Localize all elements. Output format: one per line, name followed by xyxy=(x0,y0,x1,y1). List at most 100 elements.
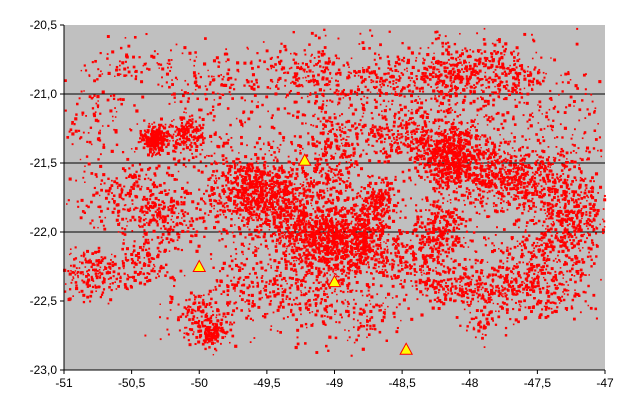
data-point xyxy=(543,242,545,244)
data-point xyxy=(545,218,547,220)
data-point xyxy=(327,264,331,268)
data-point xyxy=(314,223,317,226)
data-point xyxy=(335,230,338,233)
data-point xyxy=(331,168,334,170)
data-point xyxy=(486,175,489,179)
data-point xyxy=(264,218,268,221)
data-point xyxy=(448,194,450,196)
data-point xyxy=(524,174,527,177)
data-point xyxy=(509,247,512,250)
data-point xyxy=(171,136,174,139)
data-point xyxy=(343,248,347,251)
data-point xyxy=(316,216,319,220)
data-point xyxy=(282,200,286,204)
data-point xyxy=(371,195,374,198)
data-point xyxy=(145,142,149,146)
data-point xyxy=(384,190,387,194)
data-point xyxy=(540,271,544,275)
data-point xyxy=(380,209,383,211)
data-point xyxy=(251,205,253,207)
data-point xyxy=(367,211,369,213)
data-point xyxy=(310,123,312,126)
data-point xyxy=(519,183,523,186)
data-point xyxy=(272,165,275,168)
data-point xyxy=(510,236,514,240)
data-point xyxy=(520,190,524,194)
data-point xyxy=(326,163,329,166)
data-point xyxy=(376,205,380,209)
data-point xyxy=(469,163,472,166)
data-point xyxy=(452,138,456,141)
data-point xyxy=(438,167,441,170)
data-point xyxy=(469,129,471,132)
data-point xyxy=(405,120,408,124)
data-point xyxy=(542,194,545,198)
data-point xyxy=(357,192,360,195)
data-point xyxy=(410,156,413,158)
data-point xyxy=(603,198,607,202)
data-point xyxy=(375,194,378,197)
data-point xyxy=(523,155,525,157)
data-point xyxy=(349,89,353,93)
data-point xyxy=(456,134,459,137)
data-point xyxy=(157,141,159,144)
data-point xyxy=(339,242,342,245)
data-point xyxy=(295,188,298,192)
data-point xyxy=(270,190,274,194)
data-point xyxy=(400,122,402,124)
data-point xyxy=(250,162,254,166)
data-point xyxy=(429,156,433,160)
data-point xyxy=(304,205,306,208)
data-point xyxy=(278,187,282,191)
data-point xyxy=(327,198,330,200)
data-point xyxy=(254,188,257,192)
data-point xyxy=(525,238,529,242)
data-point xyxy=(311,137,315,141)
data-point xyxy=(521,162,525,166)
data-point xyxy=(235,188,237,191)
data-point xyxy=(326,146,329,149)
data-point xyxy=(341,220,344,223)
data-point xyxy=(253,146,256,149)
data-point xyxy=(338,222,341,226)
data-point xyxy=(337,173,340,176)
data-point xyxy=(363,250,366,253)
data-point xyxy=(345,166,349,170)
data-point xyxy=(260,209,264,213)
data-point xyxy=(314,258,317,261)
data-point xyxy=(371,205,373,207)
data-point xyxy=(154,126,156,128)
data-point xyxy=(552,180,555,184)
data-point xyxy=(178,143,182,146)
data-point xyxy=(524,229,527,231)
data-point xyxy=(565,219,568,222)
data-point xyxy=(533,253,536,256)
data-point xyxy=(569,239,572,242)
data-point xyxy=(302,240,306,244)
data-point xyxy=(378,125,382,129)
data-point xyxy=(587,246,591,250)
data-point xyxy=(549,227,553,231)
data-point xyxy=(430,145,433,147)
data-point xyxy=(578,247,580,250)
data-point xyxy=(503,195,506,198)
data-point xyxy=(400,133,403,136)
data-point xyxy=(449,167,452,170)
data-point xyxy=(580,197,584,200)
data-point xyxy=(250,213,254,217)
data-point xyxy=(325,237,328,240)
data-point xyxy=(554,228,558,232)
data-point xyxy=(361,231,364,235)
data-point xyxy=(492,148,496,152)
data-point xyxy=(521,203,524,206)
data-point xyxy=(599,223,601,226)
data-point xyxy=(570,242,574,246)
data-point xyxy=(248,228,251,231)
data-point xyxy=(580,172,583,175)
data-point xyxy=(320,259,324,263)
data-point xyxy=(319,215,321,218)
data-point xyxy=(285,186,288,190)
data-point xyxy=(492,175,495,179)
data-point xyxy=(470,126,473,129)
data-point xyxy=(349,229,353,232)
